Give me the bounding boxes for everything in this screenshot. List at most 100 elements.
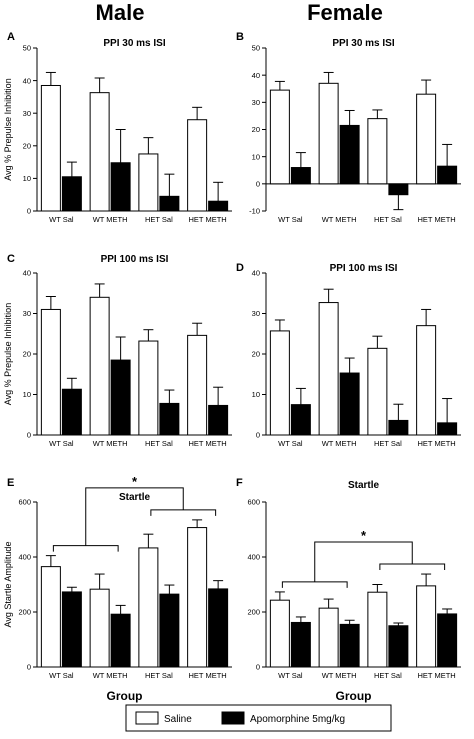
bar-saline [89,588,110,668]
bar-apomorphine [110,613,131,668]
x-tick-label: HET METH [418,671,456,680]
bar-apomorphine [388,183,409,196]
bar-apomorphine [110,359,131,436]
y-tick-label: 20 [252,125,260,134]
panel-title: PPI 30 ms ISI [103,38,165,49]
significance-bracket-group [150,509,217,516]
x-tick-label: WT METH [322,439,357,448]
y-tick-label: 0 [27,431,31,440]
x-axis-label: Group [107,689,143,703]
panel-title: PPI 100 ms ISI [330,263,398,274]
column-header-male: Male [96,0,145,25]
y-tick-label: 0 [27,207,31,216]
y-tick-label: 600 [247,498,260,507]
bar-apomorphine [339,124,360,185]
y-tick-label: 30 [252,98,260,107]
panel-title: PPI 100 ms ISI [101,254,169,265]
significance-bracket [85,487,184,546]
x-tick-label: HET Sal [374,215,402,224]
y-tick-label: 50 [252,44,260,53]
x-tick-label: WT METH [322,215,357,224]
bar-saline [416,585,437,668]
x-tick-label: HET Sal [145,439,173,448]
bar-saline [40,566,61,668]
y-tick-label: 200 [18,608,31,617]
bar-saline [318,607,339,668]
bar-apomorphine [159,593,180,668]
bar-saline [187,119,208,212]
x-tick-label: WT METH [93,215,128,224]
x-tick-label: HET Sal [374,671,402,680]
x-tick-label: HET METH [189,671,227,680]
panel-letter: F [236,477,243,489]
x-tick-label: WT Sal [278,671,303,680]
bar-saline [40,84,61,212]
chart-panel-e: E Startle 0 200 400 600 Avg Startle Amplitude W… [3,474,232,703]
legend-label-saline: Saline [164,714,192,725]
bar-apomorphine [61,388,82,436]
y-axis-label: Avg % Prepulse Inhibition [3,303,13,405]
x-tick-label: WT Sal [49,439,74,448]
x-tick-label: WT Sal [49,671,74,680]
x-tick-label: WT METH [322,671,357,680]
y-axis-label: Avg % Prepulse Inhibition [3,78,13,180]
bar-apomorphine [110,162,131,212]
y-tick-label: 40 [23,76,31,85]
bar-saline [367,347,388,436]
y-tick-label: 20 [252,350,260,359]
column-header-female: Female [307,0,383,25]
y-tick-label: 30 [23,109,31,118]
y-tick-label: 0 [256,663,260,672]
bar-apomorphine [290,404,311,436]
x-tick-label: HET Sal [374,439,402,448]
x-tick-label: WT Sal [49,215,74,224]
bar-saline [416,325,437,436]
bar-apomorphine [437,422,458,436]
bar-saline [187,527,208,668]
y-tick-label: 400 [247,553,260,562]
legend: Saline Apomorphine 5mg/kg [125,704,392,732]
bar-saline [318,82,339,185]
panel-title: Startle [348,480,380,491]
bar-apomorphine [61,176,82,212]
y-tick-label: 10 [252,390,260,399]
bar-apomorphine [61,591,82,668]
bar-apomorphine [437,613,458,668]
y-tick-label: 0 [256,180,260,189]
panels: A PPI 30 ms ISI 0 10 20 30 40 50 Avg % Prepulse … [3,31,461,703]
bar-saline [269,599,290,668]
x-tick-label: HET Sal [145,215,173,224]
bar-apomorphine [290,621,311,668]
y-tick-label: 600 [18,498,31,507]
chart-panel-a: A PPI 30 ms ISI 0 10 20 30 40 50 Avg % Prepulse … [3,31,232,224]
y-tick-label: 10 [23,174,31,183]
bar-saline [138,547,159,668]
bar-saline [40,308,61,436]
bar-saline [367,591,388,668]
panel-title: Startle [119,492,151,503]
bar-saline [318,302,339,436]
x-tick-label: HET METH [418,215,456,224]
y-tick-label: 40 [252,71,260,80]
bar-apomorphine [290,167,311,185]
y-tick-label: 40 [252,269,260,278]
x-tick-label: WT METH [93,671,128,680]
x-tick-label: WT Sal [278,215,303,224]
significance-bracket [314,541,413,582]
bar-saline [416,93,437,185]
y-tick-label: 10 [23,390,31,399]
chart-panel-f: F Startle 0 200 400 600 WT Sal WT METH HET Sal HE… [236,477,461,703]
bar-apomorphine [388,625,409,668]
panel-letter: A [7,31,15,43]
bar-apomorphine [339,372,360,436]
legend-swatch-apomorphine [221,711,245,725]
significance-bracket-group [52,545,119,552]
chart-panel-c: C PPI 100 ms ISI 0 10 20 30 40 Avg % Prepulse I… [3,253,232,448]
y-tick-label: 10 [252,152,260,161]
y-tick-label: 20 [23,350,31,359]
legend-label-apomorphine: Apomorphine 5mg/kg [250,714,345,725]
y-tick-label: 30 [252,309,260,318]
bar-saline [367,118,388,185]
x-tick-label: WT Sal [278,439,303,448]
